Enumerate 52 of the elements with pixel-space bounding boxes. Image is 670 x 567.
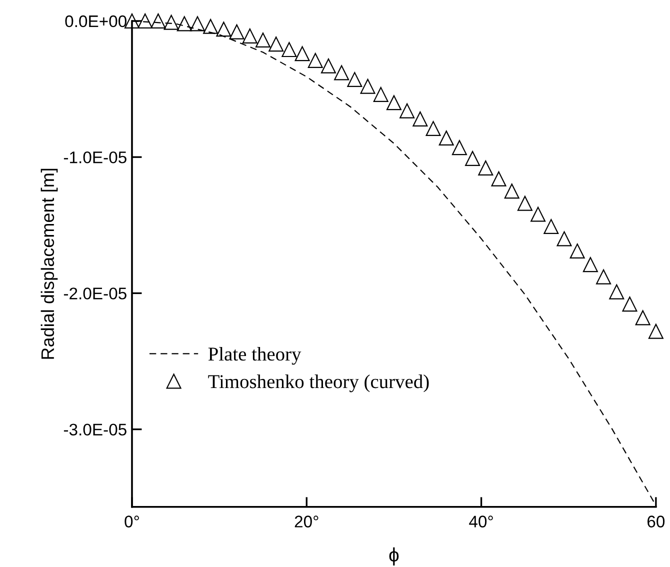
point (176, 16, 192, 32)
point (400, 103, 415, 118)
point (308, 52, 323, 68)
y-tick-label: -3.0E-05 (64, 424, 126, 436)
point (190, 16, 205, 32)
point (544, 219, 559, 234)
point (478, 160, 494, 176)
point (334, 65, 350, 80)
point (320, 58, 336, 74)
point (609, 284, 624, 300)
point (268, 36, 284, 52)
point (360, 78, 376, 94)
point (517, 196, 532, 211)
point (622, 296, 638, 312)
legend-label: Plate theory (208, 346, 302, 365)
x-tick-label: 0° (124, 516, 139, 528)
point (452, 140, 467, 156)
point (426, 121, 441, 136)
point (556, 231, 572, 246)
legend-label: Timoshenko theory (curved) (208, 374, 429, 392)
point (386, 95, 402, 110)
point (203, 18, 218, 34)
point (282, 42, 297, 58)
point (164, 14, 179, 30)
point (438, 130, 454, 146)
point (216, 22, 232, 37)
point (635, 310, 650, 326)
point (294, 46, 310, 62)
point (530, 206, 546, 222)
y-tick-label: 0.0E+00 (65, 15, 126, 28)
point (373, 86, 388, 102)
point (465, 150, 480, 166)
point (596, 269, 612, 284)
point (504, 184, 520, 199)
point (570, 244, 585, 259)
point (138, 13, 153, 28)
point (582, 257, 598, 272)
point (242, 28, 258, 44)
y-tick-label: -2.0E-05 (64, 288, 126, 300)
y-axis-title: Radial displacement [m] (40, 168, 58, 359)
point (255, 32, 270, 48)
point (229, 24, 244, 40)
point (150, 13, 166, 28)
point (648, 324, 664, 339)
point (347, 72, 362, 88)
y-tick-label: -1.0E-05 (64, 151, 126, 164)
x-axis-title: ϕ (389, 547, 399, 566)
x-tick-label: 40° (469, 516, 493, 528)
point (412, 111, 428, 126)
x-tick-label: 60 (648, 516, 665, 528)
point (491, 171, 506, 186)
x-tick-label: 20° (294, 516, 318, 528)
